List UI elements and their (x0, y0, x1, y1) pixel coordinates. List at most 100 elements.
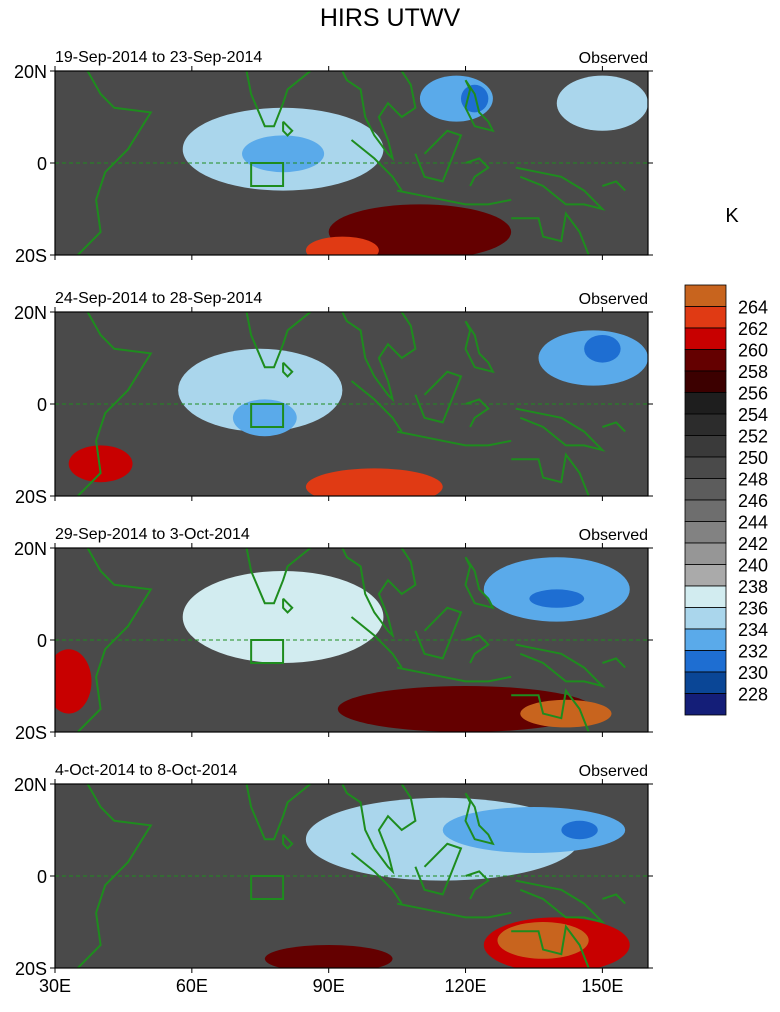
coastline (414, 606, 463, 660)
colorbar-swatch (684, 413, 727, 436)
colorbar-swatch (684, 370, 727, 393)
y-tick-label: 20S (15, 487, 47, 507)
coastline (245, 71, 313, 128)
colorbar-swatch (684, 585, 727, 608)
y-tick-label: 0 (37, 395, 47, 415)
map-panel: 24-Sep-2014 to 28-Sep-2014 Observed 20N 0 20… (14, 290, 653, 507)
coastline (77, 784, 153, 968)
utwv-contour-234 (556, 75, 648, 131)
utwv-contour-264 (520, 699, 612, 728)
colorbar-label: 264 (738, 298, 768, 318)
x-axis: 30E 60E 90E 120E 150E (39, 976, 623, 996)
study-box (250, 403, 285, 428)
coastline (602, 657, 626, 669)
colorbar-swatch (684, 284, 727, 307)
coastline (464, 792, 495, 846)
coastline (602, 421, 626, 433)
coastline (511, 924, 590, 968)
colorbar-swatch (684, 542, 727, 565)
units-label: K (725, 205, 739, 227)
coastline (465, 634, 490, 664)
colorbar-swatch (684, 628, 727, 651)
coastline (602, 180, 626, 192)
coastline (414, 842, 463, 896)
coastline (341, 312, 417, 403)
coastline (511, 211, 590, 255)
coastline (515, 166, 606, 211)
colorbar-swatch (684, 607, 727, 630)
colorbar-label: 238 (738, 577, 768, 597)
colorbar-swatch (684, 327, 727, 350)
map-panel: 29-Sep-2014 to 3-Oct-2014 Observed 20N 0 20S (14, 526, 653, 743)
coastline (245, 548, 313, 605)
y-tick-label: 20S (15, 959, 47, 979)
coastline (350, 852, 403, 905)
colorbar-swatch (684, 650, 727, 673)
panel-label: Observed (579, 50, 648, 67)
colorbar-swatch (684, 349, 727, 372)
coastline (414, 129, 463, 183)
coastline (77, 71, 153, 255)
utwv-contour-232 (442, 807, 626, 853)
y-tick-label: 0 (37, 154, 47, 174)
x-tick-label: 150E (581, 976, 623, 996)
coastline (396, 430, 512, 447)
colorbar-label: 262 (738, 319, 768, 339)
coastline (464, 320, 495, 374)
colorbar-swatch (684, 521, 727, 544)
panel-period: 19-Sep-2014 to 23-Sep-2014 (55, 49, 262, 66)
colorbar-label: 252 (738, 427, 768, 447)
coastline (350, 380, 403, 433)
colorbar-swatch (684, 435, 727, 458)
coastline (602, 893, 626, 905)
utwv-contour-260 (68, 445, 133, 483)
colorbar-label: 248 (738, 470, 768, 490)
y-tick-label: 20N (14, 539, 47, 559)
utwv-contour-258 (328, 204, 512, 255)
coastline (245, 312, 313, 369)
panel-period: 29-Sep-2014 to 3-Oct-2014 (55, 526, 250, 543)
colorbar-label: 234 (738, 620, 768, 640)
coastline (515, 407, 606, 452)
coastline (515, 643, 606, 688)
colorbar-swatch (684, 564, 727, 587)
coastline (396, 666, 512, 683)
panel-period: 24-Sep-2014 to 28-Sep-2014 (55, 290, 262, 307)
colorbar-label: 256 (738, 384, 768, 404)
utwv-contour-230 (561, 820, 598, 840)
coastline (350, 616, 403, 669)
colorbar-label: 228 (738, 685, 768, 705)
colorbar-swatch (684, 306, 727, 329)
coastline (77, 548, 153, 732)
coastline (465, 157, 490, 187)
x-tick-label: 90E (313, 976, 345, 996)
coastline (341, 71, 417, 162)
utwv-contour-234 (178, 348, 343, 432)
coastline (77, 312, 153, 496)
coastline (511, 452, 590, 496)
coastline (350, 139, 403, 192)
colorbar-label: 242 (738, 534, 768, 554)
panels: 19-Sep-2014 to 23-Sep-2014 Observed 20N 0 20… (14, 49, 653, 979)
coastline (511, 688, 590, 732)
colorbar-swatch (684, 456, 727, 479)
y-tick-label: 20N (14, 62, 47, 82)
utwv-contour-230 (460, 84, 489, 113)
colorbar-swatch (684, 671, 727, 694)
coastline (414, 370, 463, 424)
study-box (250, 639, 285, 664)
utwv-contour-260 (55, 649, 92, 714)
study-box (250, 162, 285, 187)
coastline (396, 189, 512, 206)
colorbar-swatch (684, 499, 727, 522)
coastline (464, 79, 495, 133)
panel-period: 4-Oct-2014 to 8-Oct-2014 (55, 762, 237, 779)
panel-label: Observed (579, 763, 648, 780)
coastline (282, 361, 294, 378)
coastline (396, 902, 512, 919)
study-box (250, 875, 285, 900)
colorbar-label: 254 (738, 405, 768, 425)
utwv-contour-258 (264, 945, 393, 968)
colorbar-swatch (684, 392, 727, 415)
coastline (245, 784, 313, 841)
